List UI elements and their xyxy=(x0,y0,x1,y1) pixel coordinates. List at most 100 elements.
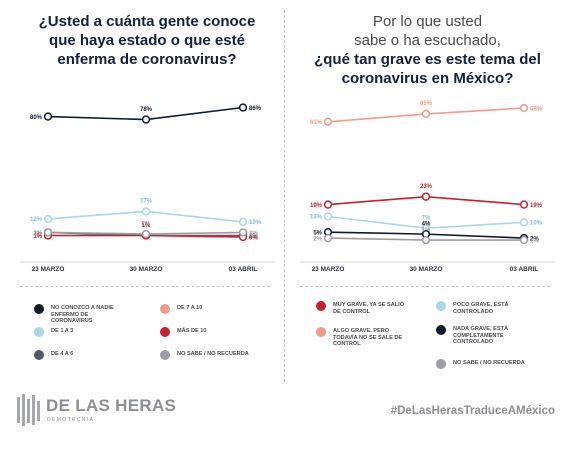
x-tick-label-left-2: 03 ABRIL xyxy=(229,266,258,273)
logo-subtitle: DEMOTECNIA xyxy=(47,417,95,423)
data-point-right-muy-grave-ya-se-salio-de-control-2 xyxy=(519,200,529,209)
data-label-left-de-7-a-10-2: 0% xyxy=(249,235,258,241)
data-point-left-de-1-a-3-2 xyxy=(238,217,248,227)
data-label-left-de-4-a-6-2: 1% xyxy=(249,234,258,240)
right-legend-divider xyxy=(300,286,550,287)
legend-label: DE 4 A 6 xyxy=(51,351,74,357)
data-label-right-algo-grave-pero-todavia-no-se-sale-de-control-2: 68% xyxy=(530,106,543,112)
data-point-right-algo-grave-pero-todavia-no-se-sale-de-control-0 xyxy=(323,117,333,126)
data-label-left-de-1-a-3-1: 17% xyxy=(140,199,153,205)
legend-label: NO SABE / NO RECUERDA xyxy=(453,360,525,366)
x-tick-label-left-1: 30 MARZO xyxy=(130,266,163,273)
data-point-right-algo-grave-pero-todavia-no-se-sale-de-control-1 xyxy=(421,109,431,119)
legend-swatch xyxy=(316,327,326,337)
legend-item-left-mas-de-10: MÁS DE 10 xyxy=(160,327,255,337)
legend-swatch xyxy=(316,301,326,311)
legend-swatch xyxy=(160,304,170,314)
legend-label: ALGO GRAVE, PERO TODAVÍA NO SE SALE DE C… xyxy=(333,328,403,347)
data-point-right-muy-grave-ya-se-salio-de-control-1 xyxy=(421,192,431,201)
legend-swatch xyxy=(436,359,446,369)
data-point-right-algo-grave-pero-todavia-no-se-sale-de-control-2 xyxy=(519,103,529,113)
right-title-bold-line-1: ¿qué tan grave es este tema del xyxy=(314,51,541,68)
data-point-right-no-sabe-no-recuerda-2 xyxy=(519,235,529,245)
data-label-right-poco-grave-esta-controlado-1: 7% xyxy=(422,216,431,222)
legend-swatch xyxy=(34,350,44,360)
data-point-left-de-1-a-3-0 xyxy=(43,214,53,224)
legend-swatch xyxy=(160,327,170,337)
data-point-right-poco-grave-esta-controlado-2 xyxy=(519,218,529,227)
data-label-left-de-1-a-3-2: 10% xyxy=(249,220,262,226)
data-label-left-no-sabe-no-recuerda-1: 2% xyxy=(142,221,151,227)
data-label-right-poco-grave-esta-controlado-0: 13% xyxy=(310,215,323,221)
data-label-left-de-7-a-10-1: 1% xyxy=(142,223,151,229)
data-label-left-no-conozco-a-nadie-enfermo-de-coronavirus-1: 78% xyxy=(140,107,153,113)
logo-text: DE LAS HERAS xyxy=(46,396,177,415)
data-label-right-no-sabe-no-recuerda-0: 2% xyxy=(313,236,322,242)
data-label-left-de-4-a-6-0: 3% xyxy=(33,231,42,237)
data-label-right-nada-grave-esta-completamente-controlado-0: 5% xyxy=(313,230,322,236)
data-label-left-mas-de-10-2: 0% xyxy=(249,235,258,241)
data-label-right-no-sabe-no-recuerda-2: 1% xyxy=(530,238,539,244)
legend-item-left-de-4-a-6: DE 4 A 6 xyxy=(34,350,129,360)
right-title-light-line-2: sabe o ha escuchado, xyxy=(354,32,501,49)
legend-label: NADA GRAVE, ESTÁ COMPLETAMENTE CONTROLAD… xyxy=(453,326,509,345)
data-point-left-de-1-a-3-1 xyxy=(141,207,151,216)
x-tick-label-right-1: 30 MARZO xyxy=(410,266,443,273)
left-title-line-3: enferma de coronavirus? xyxy=(57,51,237,68)
data-label-left-de-7-a-10-0: 1% xyxy=(33,234,42,240)
data-label-left-de-1-a-3-0: 12% xyxy=(30,217,43,223)
legend-swatch xyxy=(34,327,44,337)
data-point-left-no-conozco-a-nadie-enfermo-de-coronavirus-0 xyxy=(43,112,53,121)
data-point-left-no-sabe-no-recuerda-2 xyxy=(238,228,248,237)
data-label-right-algo-grave-pero-todavia-no-se-sale-de-control-0: 61% xyxy=(310,120,323,126)
data-point-left-no-sabe-no-recuerda-1 xyxy=(141,229,151,239)
legend-item-right-no-sabe-no-recuerda: NO SABE / NO RECUERDA xyxy=(436,359,531,369)
data-label-left-mas-de-10-0: 1% xyxy=(33,234,42,240)
data-label-right-nada-grave-esta-completamente-controlado-2: 2% xyxy=(530,236,539,242)
legend-swatch xyxy=(436,325,446,335)
x-tick-label-right-2: 03 ABRIL xyxy=(510,266,539,273)
panel-divider xyxy=(284,10,285,382)
data-label-left-no-sabe-no-recuerda-0: 3% xyxy=(33,231,42,237)
legend-item-left-de-7-a-10: DE 7 A 10 xyxy=(160,304,255,314)
data-point-right-no-sabe-no-recuerda-0 xyxy=(323,233,333,243)
legend-swatch xyxy=(34,304,44,314)
right-title-light-line-1: Por lo que usted xyxy=(372,13,483,30)
data-label-right-muy-grave-ya-se-salio-de-control-0: 19% xyxy=(310,203,323,209)
x-tick-label-left-0: 23 MARZO xyxy=(32,266,65,273)
data-label-left-no-conozco-a-nadie-enfermo-de-coronavirus-0: 80% xyxy=(30,115,43,121)
legend-item-right-muy-grave-ya-se-salio-de-control: MUY GRAVE, YA SE SALIÓ DE CONTROL xyxy=(316,301,411,315)
left-title-line-2: que haya estado o que esté xyxy=(49,32,245,49)
legend-item-left-de-1-a-3: DE 1 A 3 xyxy=(34,327,129,337)
legend-label: NO SABE / NO RECUERDA xyxy=(177,351,249,357)
data-label-right-nada-grave-esta-completamente-controlado-1: 4% xyxy=(422,221,431,227)
data-point-left-no-conozco-a-nadie-enfermo-de-coronavirus-1 xyxy=(141,115,151,124)
right-chart-title: Por lo que usted sabe o ha escuchado, ¿q… xyxy=(300,12,555,88)
left-chart-title: ¿Usted a cuánta gente conoce que haya es… xyxy=(12,12,282,69)
x-tick-label-right-0: 23 MARZO xyxy=(312,266,345,273)
data-label-left-de-4-a-6-1: 1% xyxy=(142,223,151,229)
left-legend-divider xyxy=(20,286,270,287)
left-title-line-1: ¿Usted a cuánta gente conoce xyxy=(38,13,256,30)
logo-mark-icon xyxy=(17,394,40,426)
data-label-left-no-sabe-no-recuerda-2: 3% xyxy=(249,231,258,237)
hashtag: #DeLasHerasTraduceAMéxico xyxy=(390,405,555,417)
data-point-right-muy-grave-ya-se-salio-de-control-0 xyxy=(323,200,333,209)
data-point-left-no-conozco-a-nadie-enfermo-de-coronavirus-2 xyxy=(238,103,248,112)
legend-label: NO CONOZCO A NADIE ENFERMO DE CORONAVIRU… xyxy=(51,305,114,324)
data-label-right-no-sabe-no-recuerda-1: 1% xyxy=(422,227,431,233)
legend-label: MUY GRAVE, YA SE SALIÓ DE CONTROL xyxy=(333,302,405,315)
legend-item-left-no-sabe-no-recuerda: NO SABE / NO RECUERDA xyxy=(160,350,255,360)
data-label-left-no-conozco-a-nadie-enfermo-de-coronavirus-2: 86% xyxy=(249,106,262,112)
legend-label: POCO GRAVE, ESTÁ CONTROLADO xyxy=(453,302,509,315)
legend-label: DE 7 A 10 xyxy=(177,305,203,311)
legend-label: MÁS DE 10 xyxy=(177,328,207,334)
data-label-right-algo-grave-pero-todavia-no-se-sale-de-control-1: 65% xyxy=(420,101,433,107)
data-point-right-no-sabe-no-recuerda-1 xyxy=(421,235,431,245)
de-las-heras-logo: DE LAS HERAS DEMOTECNIA xyxy=(16,393,176,429)
right-title-bold-line-2: coronavirus en México? xyxy=(341,70,514,87)
legend-swatch xyxy=(436,301,446,311)
legend-label: DE 1 A 3 xyxy=(51,328,74,334)
data-point-left-no-sabe-no-recuerda-0 xyxy=(43,228,53,237)
